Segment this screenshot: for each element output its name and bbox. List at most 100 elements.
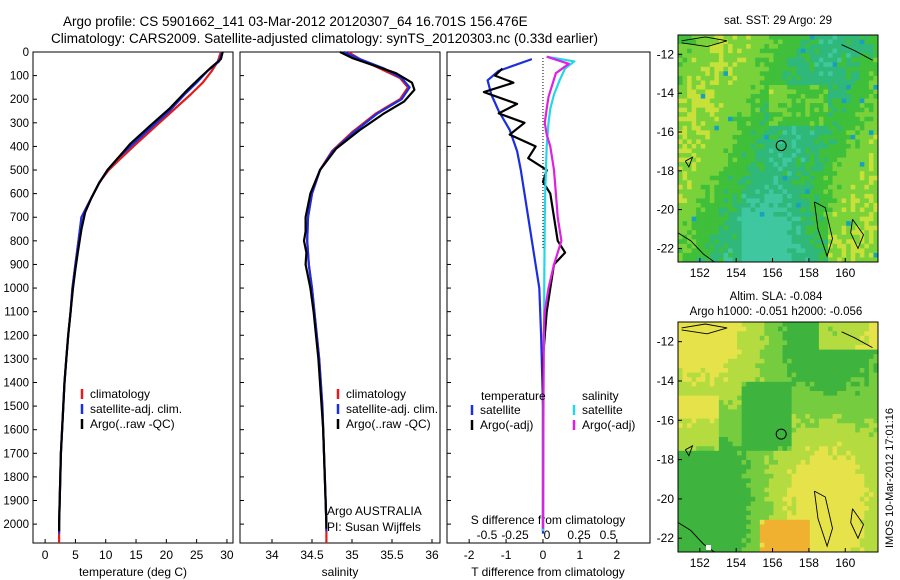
heatmap-cell (868, 395, 874, 401)
heatmap-cell (682, 157, 688, 163)
heatmap-cell (859, 198, 865, 204)
heatmap-cell (732, 162, 738, 168)
heatmap-cell (687, 84, 693, 90)
heatmap-cell (855, 335, 861, 341)
heatmap-cell (846, 153, 852, 158)
heatmap-cell (823, 335, 829, 341)
heatmap-cell (700, 478, 706, 484)
heatmap-cell (778, 538, 783, 544)
heatmap-cell (805, 533, 811, 539)
heatmap-cell (800, 404, 806, 410)
heatmap-cell (764, 529, 770, 534)
heatmap-cell (778, 153, 783, 158)
heatmap-cell (737, 103, 743, 109)
heatmap-cell (746, 510, 752, 516)
heatmap-cell (782, 464, 788, 470)
heatmap-cell (805, 506, 811, 511)
heatmap-cell (787, 377, 793, 383)
heatmap-cell (678, 538, 683, 544)
heatmap-cell (828, 153, 833, 158)
heatmap-cell (805, 94, 811, 99)
heatmap-cell (700, 547, 706, 553)
heatmap-cell (709, 358, 715, 364)
heatmap-cell (709, 230, 715, 236)
lon-tick-label: 156 (763, 556, 783, 570)
heatmap-cell (805, 529, 811, 534)
heatmap-cell (787, 175, 793, 181)
heatmap-cell (796, 94, 802, 99)
heatmap-cell (705, 345, 711, 350)
heatmap-cell (750, 221, 756, 227)
heatmap-cell (709, 134, 715, 140)
heatmap-cell (723, 39, 729, 45)
heatmap-cell (809, 331, 815, 337)
heatmap-cell (709, 404, 715, 410)
heatmap-cell (868, 53, 874, 59)
heatmap-cell (709, 547, 715, 553)
heatmap-cell (814, 207, 820, 213)
heatmap-cell (832, 221, 838, 227)
depth-tick-label: 100 (10, 71, 29, 83)
heatmap-cell (764, 450, 770, 456)
heatmap-cell (696, 455, 702, 461)
heatmap-cell (732, 437, 738, 442)
heatmap-cell (841, 184, 847, 190)
heatmap-cell (832, 71, 838, 77)
heatmap-cell (746, 506, 752, 511)
series-line-temperature-0 (57, 51, 222, 543)
heatmap-cell (837, 409, 843, 415)
heatmap-cell (864, 71, 870, 77)
heatmap-cell (873, 216, 879, 222)
heatmap-cell (714, 234, 720, 240)
heatmap-cell (855, 377, 861, 383)
heatmap-cell (796, 157, 802, 163)
heatmap-cell (782, 331, 788, 337)
heatmap-cell (859, 48, 865, 54)
heatmap-cell (787, 487, 793, 493)
heatmap-cell (823, 363, 829, 369)
heatmap-cell (800, 134, 806, 140)
heatmap-cell (746, 171, 752, 177)
heatmap-cell (846, 53, 852, 59)
heatmap-cell (778, 221, 783, 227)
sal-x-tick-label: 35 (345, 548, 359, 562)
heatmap-cell (682, 377, 688, 383)
heatmap-cell (737, 538, 743, 544)
heatmap-cell (764, 116, 770, 122)
heatmap-cell (678, 62, 683, 68)
heatmap-cell (696, 487, 702, 493)
heatmap-cell (764, 207, 770, 213)
heatmap-cell (682, 162, 688, 168)
heatmap-cell (828, 44, 833, 50)
heatmap-cell (678, 427, 683, 433)
legend-entry: salinity (582, 389, 619, 403)
heatmap-cell (837, 75, 843, 81)
heatmap-cell (759, 66, 765, 72)
heatmap-cell (732, 80, 738, 86)
heatmap-cell (841, 473, 847, 479)
heatmap-cell (864, 437, 870, 442)
heatmap-cell (691, 414, 697, 419)
heatmap-cell (741, 409, 747, 415)
heatmap-cell (714, 207, 720, 213)
heatmap-cell (705, 473, 711, 479)
heatmap-cell (691, 391, 697, 396)
heatmap-cell (737, 234, 743, 240)
heatmap-cell (841, 368, 847, 373)
heatmap-cell (759, 473, 765, 479)
heatmap-cell (841, 437, 847, 442)
heatmap-cell (846, 414, 852, 419)
heatmap-cell (755, 506, 761, 511)
heatmap-cell (873, 441, 879, 447)
heatmap-cell (855, 202, 861, 208)
heatmap-cell (800, 239, 806, 245)
heatmap-cell (782, 414, 788, 419)
heatmap-cell (741, 153, 747, 158)
heatmap-cell (832, 469, 838, 475)
heatmap-cell (864, 386, 870, 392)
heatmap-cell (837, 202, 843, 208)
heatmap-cell (750, 469, 756, 475)
heatmap-cell (837, 501, 843, 507)
heatmap-cell (823, 230, 829, 236)
heatmap-cell (828, 469, 833, 475)
